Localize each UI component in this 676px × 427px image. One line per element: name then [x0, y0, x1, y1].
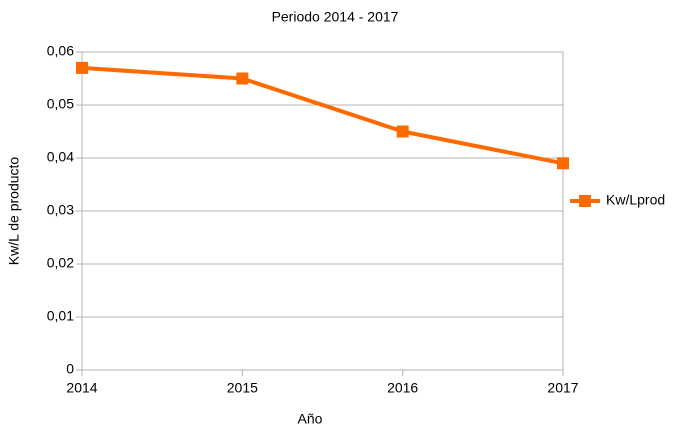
y-axis-label: Kw/L de producto	[6, 157, 22, 266]
y-tick-label: 0,05	[47, 96, 74, 112]
x-axis-label: Año	[298, 411, 323, 427]
series-line	[81, 65, 564, 166]
chart-title: Periodo 2014 - 2017	[272, 9, 399, 25]
x-tick-label: 2015	[227, 380, 258, 396]
data-point	[396, 125, 409, 138]
y-tick-label: 0,02	[47, 255, 74, 271]
y-tick-label: 0,04	[47, 149, 74, 165]
data-point	[76, 61, 88, 74]
y-tick-label: 0,01	[47, 308, 74, 324]
legend-marker	[579, 195, 591, 207]
data-point	[236, 72, 249, 85]
x-tick-label: 2014	[66, 380, 97, 396]
y-tick-label: 0,06	[47, 43, 74, 59]
legend-label: Kw/Lprod	[606, 192, 665, 208]
x-tick-label: 2017	[547, 380, 578, 396]
x-tick-label: 2016	[387, 380, 418, 396]
data-point	[557, 157, 569, 170]
y-tick-label: 0,03	[47, 202, 74, 218]
y-tick-label: 0	[66, 361, 74, 377]
